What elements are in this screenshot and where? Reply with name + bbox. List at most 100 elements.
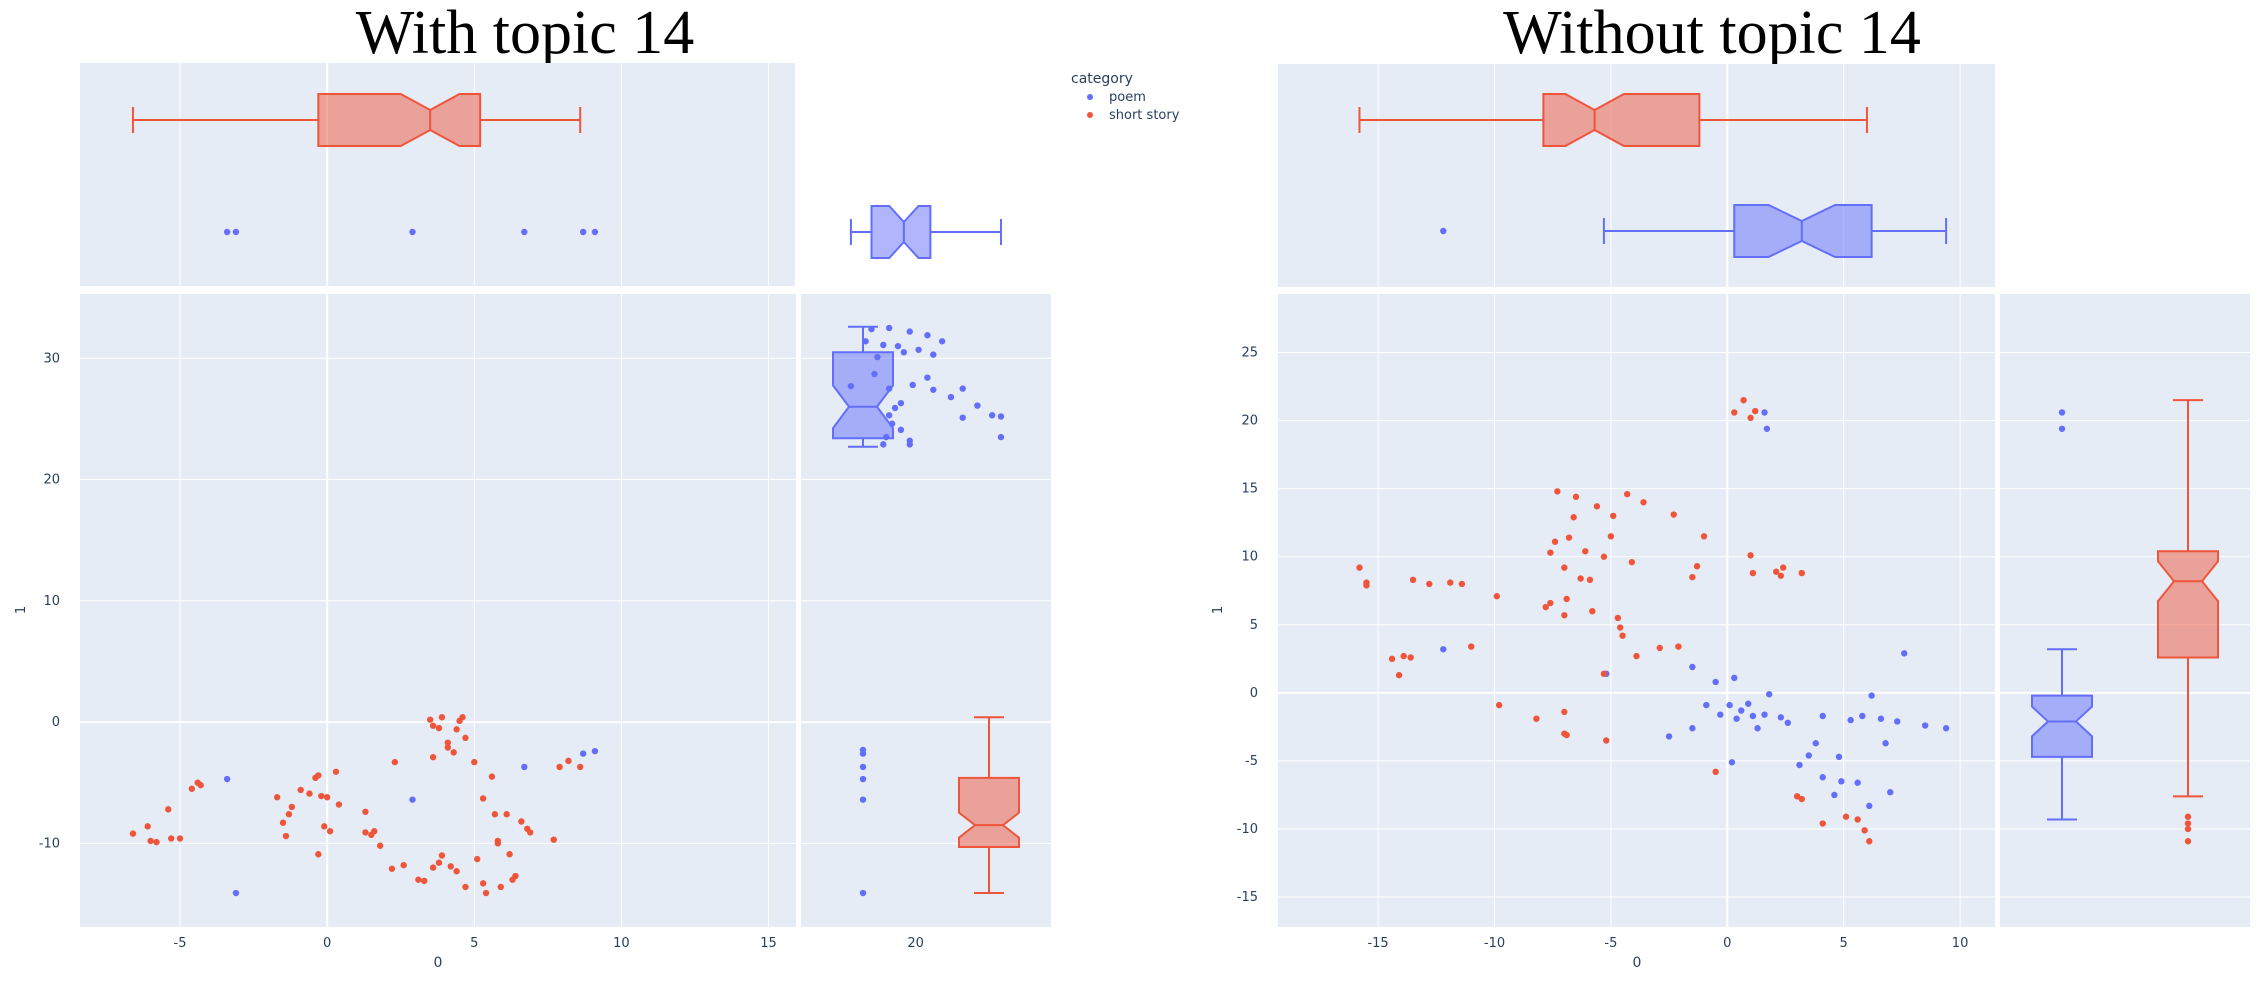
panel-2-point-short-story	[1356, 564, 1363, 571]
panel-2-side-outlier-poem	[2058, 425, 2066, 432]
legend-item-short-story[interactable]: short story	[1087, 108, 1180, 123]
panel-1-point-short-story	[506, 851, 513, 858]
panel-2-point-short-story	[1779, 564, 1787, 571]
panel-1-marginal-divider	[796, 294, 801, 927]
panel-1-point-short-story	[565, 757, 572, 765]
panel-2-point-short-story	[1363, 582, 1370, 589]
panel-1-point-short-story	[315, 851, 322, 858]
panel-1-top-box-poem	[870, 205, 932, 259]
panel-2-y-tick-label: -5	[1245, 754, 1258, 769]
panel-1-point-short-story	[153, 838, 160, 846]
panel-2-point-short-story	[1582, 548, 1589, 555]
panel-2-title: Without topic 14	[1503, 0, 1921, 67]
panel-1-point-short-story	[462, 734, 469, 742]
panel-2-point-short-story	[1561, 708, 1568, 716]
panel-1-point-poem	[880, 441, 887, 448]
panel-2-point-short-story	[1712, 768, 1719, 776]
panel-1-point-short-story	[318, 792, 325, 800]
panel-1-point-short-story	[479, 880, 487, 887]
panel-2-point-short-story	[1603, 737, 1610, 744]
panel-1-point-short-story	[421, 877, 428, 885]
panel-2-point-poem	[1831, 791, 1838, 799]
panel-2-side-outlier-poem	[2058, 409, 2066, 416]
panel-2-point-short-story	[1793, 793, 1801, 800]
panel-2-point-short-story	[1388, 655, 1396, 663]
panel-1-point-poem	[897, 426, 905, 434]
panel-1-side-outlier-poem	[859, 796, 867, 803]
panel-1-y-tick-label: 0	[52, 715, 60, 730]
panel-1-x-tick-label: 20	[907, 936, 924, 951]
panel-2-point-poem	[1868, 692, 1875, 699]
panel-2-point-short-story	[1731, 409, 1738, 416]
panel-2-point-short-story	[1670, 511, 1677, 518]
panel-1-point-poem	[915, 346, 922, 353]
panel-2-y-tick-label: 15	[1241, 482, 1258, 497]
panel-1-point-short-story	[285, 811, 293, 818]
panel-2-point-poem	[1689, 725, 1696, 732]
panel-1: With topic 14 -5 0 5 10 15 20 -10 0 10 20 30 0 1	[14, 0, 1051, 971]
panel-2-x-tick-label: -10	[1484, 936, 1505, 951]
panel-1-x-tick-label: 0	[323, 936, 331, 951]
panel-1-point-poem	[232, 889, 240, 897]
panel-1-side-outlier-poem	[859, 763, 867, 771]
panel-1-point-poem	[591, 747, 599, 755]
panel-2-side-box-short-story	[2157, 550, 2219, 659]
panel-1-y-axis-label: 1	[14, 606, 29, 614]
panel-1-point-poem	[579, 750, 587, 757]
legend-item-poem[interactable]: poem	[1087, 90, 1146, 105]
panel-1-top-box-short-story	[317, 93, 482, 147]
panel-2-side-outlier-short-story	[2184, 825, 2192, 833]
panel-2-y-axis-label: 1	[1211, 606, 1226, 614]
panel-2-point-poem	[1819, 774, 1826, 781]
panel-2-point-short-story	[1577, 575, 1584, 582]
panel-1-point-poem	[409, 796, 416, 803]
panel-2-point-poem	[1894, 718, 1901, 725]
panel-1-point-poem	[906, 441, 913, 448]
panel-2-point-short-story	[1565, 534, 1573, 541]
panel-2-point-poem	[1717, 711, 1724, 718]
panel-2-point-poem	[1921, 722, 1929, 729]
panel-1-point-poem	[894, 342, 902, 350]
panel-1-point-poem	[521, 763, 528, 771]
panel-1-side-outlier-poem	[859, 750, 867, 757]
panel-2-point-poem	[1847, 716, 1854, 724]
panel-2-point-short-story	[1617, 624, 1624, 631]
panel-2-point-short-story	[1570, 514, 1577, 521]
panel-2-top-box-short-story	[1542, 93, 1701, 147]
panel-1-point-short-story	[479, 795, 487, 802]
panel-1-point-short-story	[176, 835, 184, 842]
panel-2-point-short-story	[1400, 652, 1407, 660]
panel-2-side-box-poem	[2031, 694, 2093, 758]
panel-1-point-short-story	[429, 754, 437, 761]
panel-2-y-tick-label: 10	[1241, 550, 1258, 565]
panel-2-point-poem	[1712, 678, 1719, 686]
panel-1-side-outlier-poem	[859, 775, 867, 783]
panel-2-point-short-story	[1468, 643, 1475, 650]
panel-1-point-short-story	[526, 829, 534, 836]
panel-1-x-axis-label: 0	[434, 955, 443, 971]
panel-2-y-tick-label: -10	[1237, 822, 1258, 837]
panel-1-point-short-story	[471, 758, 478, 766]
panel-2-x-tick-label: -5	[1604, 936, 1617, 951]
panel-2-point-short-story	[1407, 654, 1414, 661]
panel-1-point-poem	[880, 341, 887, 349]
panel-2-x-axis-label: 0	[1633, 955, 1642, 971]
panel-1-point-short-story	[315, 772, 322, 779]
panel-1-point-short-story	[494, 840, 502, 847]
panel-2-point-short-story	[1747, 552, 1754, 559]
panel-1-point-poem	[930, 351, 937, 358]
panel-2-point-poem	[1796, 761, 1803, 769]
panel-2-point-short-story	[1619, 632, 1626, 639]
panel-1-point-short-story	[497, 883, 504, 891]
panel-2-x-tick-label: 10	[1952, 936, 1969, 951]
panel-1-point-poem	[885, 324, 893, 332]
panel-2-point-short-story	[1593, 503, 1601, 510]
panel-1-point-poem	[900, 349, 908, 356]
panel-1-point-short-story	[438, 714, 446, 721]
legend-marker-short-story	[1087, 112, 1093, 118]
panel-1-point-short-story	[435, 724, 443, 732]
panel-1-point-short-story	[482, 889, 490, 897]
panel-2-y-tick-label: 20	[1241, 414, 1258, 429]
panel-1-point-short-story	[188, 785, 196, 792]
panel-1-top-outlier-poem	[591, 228, 599, 236]
